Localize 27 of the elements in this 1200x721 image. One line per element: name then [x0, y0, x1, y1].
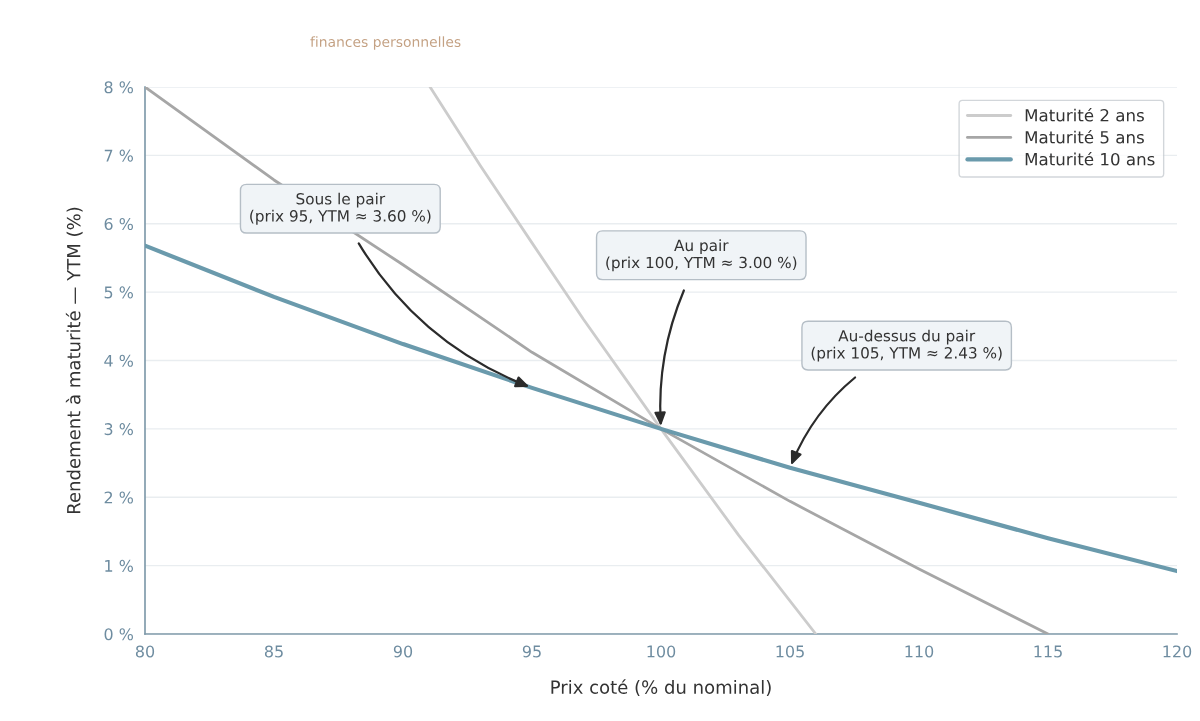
y-tick-label: 2 % [104, 491, 134, 504]
y-tick-label: 3 % [104, 423, 134, 436]
annotation: Au pair (prix 100, YTM ≈ 3.00 %) [606, 239, 797, 272]
y-tick-label: 8 % [104, 81, 134, 94]
x-tick-label: 120 [1163, 645, 1192, 658]
legend-label: Maturité 10 ans [1025, 151, 1155, 166]
x-tick-label: 100 [647, 645, 676, 658]
text: finances personnelles [310, 36, 461, 50]
y-tick-label: 7 % [104, 149, 134, 162]
legend-label: Maturité 5 ans [1025, 129, 1144, 144]
x-tick-label: 115 [1034, 645, 1062, 658]
x-tick-label: 85 [264, 645, 283, 658]
x-tick-label: 110 [905, 645, 934, 658]
x-tick-label: 105 [776, 645, 804, 658]
legend-label: Maturité 2 ans [1025, 108, 1144, 122]
x-tick-label: 95 [522, 645, 541, 658]
annotation: Sous le pair (prix 95, YTM ≈ 3.60 %) [250, 192, 431, 225]
x-axis-title: Prix coté (% du nominal) [551, 679, 771, 697]
x-tick-label: 80 [135, 645, 155, 658]
y-tick-label: 1 % [105, 559, 134, 572]
y-tick-label: 6 % [104, 217, 134, 231]
y-tick-label: 0 % [104, 628, 134, 641]
y-axis-title: Rendement à maturité — YTM (%) [65, 207, 83, 514]
y-tick-label: 4 % [104, 354, 134, 367]
y-tick-label: 5 % [104, 286, 134, 299]
annotation: Au-dessus du pair (prix 105, YTM ≈ 2.43 %) [811, 329, 1002, 362]
x-tick-label: 90 [393, 645, 413, 658]
